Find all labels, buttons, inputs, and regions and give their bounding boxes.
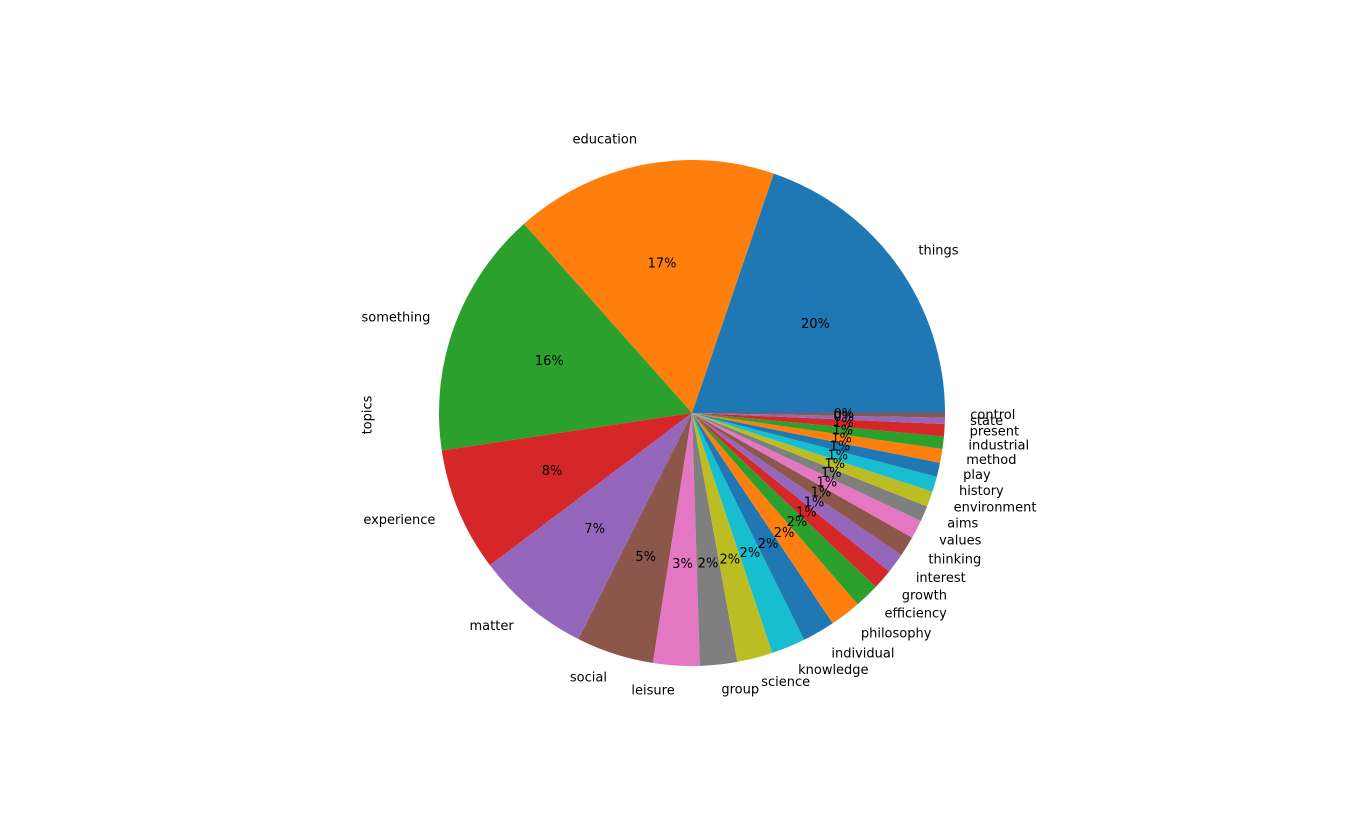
pie-slice-control — [692, 413, 945, 418]
pie-category-label: things — [918, 244, 958, 259]
pie-percent-label: 2% — [787, 515, 808, 530]
pie-slice-state — [692, 413, 945, 424]
pie-category-labels: things education something experience matter… — [362, 133, 1037, 699]
pie-category-label: aims — [947, 516, 978, 531]
pie-slice-method — [692, 413, 943, 463]
pie-category-label: philosophy — [861, 627, 932, 642]
pie-slice-education — [523, 159, 774, 413]
pie-category-label: knowledge — [798, 663, 868, 678]
pie-slices — [439, 159, 945, 667]
pie-percent-label: 1% — [796, 505, 817, 520]
pie-category-label: group — [721, 682, 759, 697]
pie-slice-play — [692, 413, 941, 477]
pie-slice-industrial — [692, 413, 944, 450]
pie-category-label: interest — [916, 571, 966, 586]
pie-percent-label: 20% — [801, 317, 830, 332]
pie-category-label: play — [963, 468, 991, 483]
pie-category-label: efficiency — [884, 607, 947, 622]
pie-slice-aims — [692, 413, 928, 521]
pie-slice-group — [692, 413, 738, 666]
pie-slice-interest — [692, 413, 902, 572]
pie-category-label: state — [970, 414, 1003, 429]
pie-slice-thinking — [692, 413, 913, 556]
pie-category-label: individual — [831, 646, 894, 661]
pie-slice-individual — [692, 413, 833, 640]
pie-percent-label: 8% — [542, 464, 563, 479]
pie-percent-label: 2% — [758, 537, 779, 552]
pie-percent-label: 7% — [584, 522, 605, 537]
pie-category-label: growth — [902, 588, 947, 603]
pie-percent-label: 16% — [535, 354, 564, 369]
pie-percent-label: 0% — [833, 410, 854, 425]
pie-category-label: values — [939, 534, 982, 549]
pie-percent-label: 2% — [774, 526, 795, 541]
pie-percent-labels: 20%17%16%8%7%5% 3% 2% 2% 2%2%2%2%1%1%1%1%1%1… — [535, 257, 854, 572]
pie-category-label: something — [362, 311, 431, 326]
pie-percent-label: 2% — [719, 553, 740, 568]
pie-percent-label: 17% — [648, 257, 677, 272]
pie-slice-leisure — [652, 413, 700, 667]
pie-category-label: science — [761, 675, 810, 690]
pie-slice-growth — [692, 413, 890, 587]
pie-category-label: control — [970, 408, 1015, 423]
pie-percent-label: 0% — [833, 407, 854, 422]
pie-category-label: experience — [363, 513, 435, 528]
pie-percent-label: 1% — [830, 440, 851, 455]
pie-percent-label: 1% — [827, 448, 848, 463]
pie-percent-label: 1% — [821, 466, 842, 481]
pie-percent-label: 1% — [811, 486, 832, 501]
pie-slice-efficiency — [692, 413, 876, 605]
pie-slice-experience — [441, 413, 692, 566]
pie-slice-environment — [692, 413, 933, 507]
pie-slice-present — [692, 413, 945, 437]
pie-slice-history — [692, 413, 937, 492]
pie-percent-label: 1% — [824, 457, 845, 472]
pie-category-label: social — [570, 670, 607, 685]
pie-slice-science — [692, 413, 773, 662]
pie-percent-label: 1% — [831, 431, 852, 446]
y-axis-label: topics — [361, 395, 376, 434]
pie-percent-label: 5% — [635, 550, 656, 565]
pie-slice-matter — [489, 413, 692, 640]
pie-slice-social — [578, 413, 692, 663]
pie-slice-knowledge — [692, 413, 805, 653]
pie-category-label: industrial — [968, 438, 1029, 453]
pie-percent-label: 2% — [740, 546, 761, 561]
pie-slice-something — [439, 223, 692, 451]
pie-category-label: thinking — [928, 552, 981, 567]
pie-percent-label: 3% — [672, 557, 693, 572]
pie-category-label: leisure — [631, 683, 674, 698]
pie-category-label: method — [966, 453, 1016, 468]
pie-category-label: matter — [470, 619, 515, 634]
pie-slice-things — [692, 173, 945, 413]
pie-percent-label: 2% — [698, 556, 719, 571]
pie-category-label: environment — [954, 500, 1037, 515]
pie-slice-values — [692, 413, 921, 538]
pie-category-label: history — [959, 484, 1004, 499]
pie-slice-philosophy — [692, 413, 858, 624]
pie-percent-label: 1% — [816, 475, 837, 490]
pie-percent-label: 1% — [804, 496, 825, 511]
pie-category-label: education — [573, 133, 638, 148]
pie-percent-label: 1% — [832, 423, 853, 438]
pie-category-label: present — [970, 424, 1019, 439]
pie-percent-label: 1% — [833, 416, 854, 431]
